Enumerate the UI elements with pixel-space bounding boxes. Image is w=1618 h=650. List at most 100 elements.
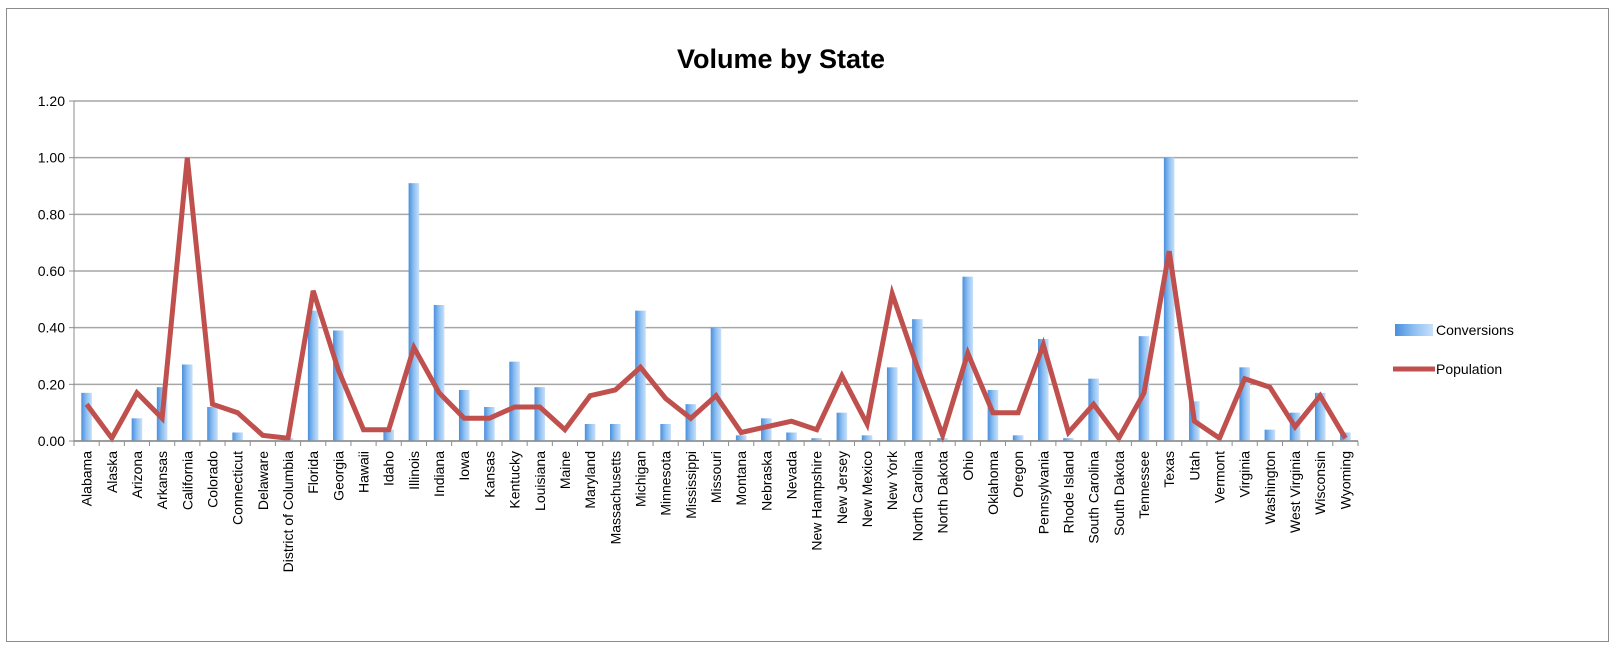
x-tick-label: Oklahoma (985, 451, 1001, 515)
bar-conversions (131, 418, 143, 441)
x-tick-label: Colorado (204, 451, 220, 508)
x-tick-label: Pennsylvania (1035, 451, 1051, 534)
x-tick-label: Alaska (104, 451, 120, 493)
bar-conversions (534, 387, 546, 441)
bar-conversions (584, 424, 596, 441)
x-tick-label: South Dakota (1111, 451, 1127, 536)
y-tick-label: 0.00 (38, 433, 65, 449)
x-tick-label: Minnesota (658, 451, 674, 516)
population-line (84, 157, 1348, 444)
x-tick-label: District of Columbia (280, 451, 296, 573)
x-tick-label: Nebraska (758, 451, 774, 511)
x-tick-label: Texas (1161, 451, 1177, 488)
bar-conversions (735, 435, 747, 441)
chart-title: Volume by State (677, 44, 885, 74)
bar-conversions (1038, 339, 1049, 441)
bar-conversions (836, 412, 848, 441)
x-tick-label: Utah (1186, 451, 1202, 481)
y-tick-label: 0.20 (38, 376, 65, 392)
x-tick-label: Ohio (960, 451, 976, 481)
x-tick-label: Montana (733, 451, 749, 506)
x-tick-label: Kentucky (507, 451, 523, 509)
legend-population-label: Population (1436, 361, 1502, 377)
bar-conversions (1063, 438, 1074, 441)
bar-conversions (383, 429, 394, 441)
bar-conversions (232, 432, 243, 441)
bar-conversions (408, 183, 420, 441)
x-tick-label: Wyoming (1337, 451, 1353, 509)
legend-conversions-swatch (1395, 324, 1433, 336)
x-tick-label: Nevada (784, 451, 800, 499)
x-tick-label: New Hampshire (809, 451, 825, 551)
bar-conversions (433, 305, 445, 441)
x-tick-label: Alabama (79, 451, 95, 506)
x-tick-label: Michigan (632, 451, 648, 507)
x-tick-label: Maine (557, 451, 573, 489)
x-tick-label: Arizona (129, 451, 145, 499)
y-tick-label: 0.60 (38, 263, 65, 279)
conversions-bars (81, 157, 1351, 441)
x-tick-label: Indiana (431, 451, 447, 497)
x-tick-label: New Jersey (834, 451, 850, 524)
x-tick-label: Idaho (381, 451, 397, 486)
bar-conversions (1012, 435, 1024, 441)
x-tick-label: Oregon (1010, 451, 1026, 498)
bar-conversions (635, 310, 646, 441)
x-tick-label: Virginia (1237, 451, 1253, 498)
y-tick-label: 1.20 (38, 93, 65, 109)
x-tick-label: Rhode Island (1060, 451, 1076, 534)
bar-conversions (610, 424, 621, 441)
x-tick-label: Maryland (582, 451, 598, 509)
bar-conversions (1264, 429, 1276, 441)
x-tick-label: Kansas (481, 451, 497, 498)
bar-conversions (1163, 157, 1175, 441)
bar-conversions (484, 407, 495, 441)
x-tick-label: Connecticut (230, 451, 246, 525)
bar-conversions (710, 327, 722, 441)
bar-conversions (1239, 367, 1250, 441)
x-tick-label: Wisconsin (1312, 451, 1328, 515)
bar-conversions (912, 319, 923, 441)
chart-frame (6, 8, 1609, 642)
y-tick-label: 0.40 (38, 320, 65, 336)
x-tick-label: Massachusetts (607, 451, 623, 544)
y-tick-label: 0.80 (38, 206, 65, 222)
x-tick-label: South Carolina (1086, 451, 1102, 544)
x-tick-label: North Dakota (935, 451, 951, 534)
bar-conversions (307, 310, 319, 441)
x-tick-label: Georgia (330, 451, 346, 501)
x-tick-label: Illinois (406, 451, 422, 490)
legend-conversions-label: Conversions (1436, 322, 1514, 338)
x-tick-label: Louisiana (532, 451, 548, 511)
x-tick-label: New Mexico (859, 451, 875, 527)
x-tick-label: California (179, 451, 195, 510)
x-tick-label: Iowa (456, 451, 472, 481)
x-tick-label: Arkansas (154, 451, 170, 509)
x-tick-label: Hawaii (356, 451, 372, 493)
x-tick-label: North Carolina (909, 451, 925, 541)
x-tick-label: West Virginia (1287, 451, 1303, 533)
legend: Conversions Population (1393, 322, 1514, 377)
x-tick-label: Delaware (255, 451, 271, 510)
bar-conversions (685, 404, 697, 441)
y-axis: 0.00 0.20 0.40 0.60 0.80 1.00 1.20 (38, 93, 75, 449)
x-axis: Alabama Alaska Arizona Arkansas California Co… (73, 440, 1359, 573)
x-tick-label: New York (884, 450, 900, 510)
x-tick-label: Tennessee (1136, 451, 1152, 519)
bar-conversions (81, 392, 92, 441)
bar-conversions (182, 364, 193, 441)
bar-conversions (1314, 392, 1326, 441)
bar-conversions (861, 435, 873, 441)
bar-conversions (811, 438, 822, 441)
y-tick-label: 1.00 (38, 150, 65, 166)
x-tick-label: Missouri (708, 451, 724, 503)
x-tick-label: Florida (305, 451, 321, 494)
bar-conversions (660, 424, 671, 441)
bar-conversions (509, 361, 520, 441)
x-tick-label: Mississippi (683, 451, 699, 519)
bar-conversions (761, 418, 772, 441)
line-population (84, 157, 1348, 444)
bar-conversions (786, 432, 797, 441)
bar-conversions (333, 330, 344, 441)
